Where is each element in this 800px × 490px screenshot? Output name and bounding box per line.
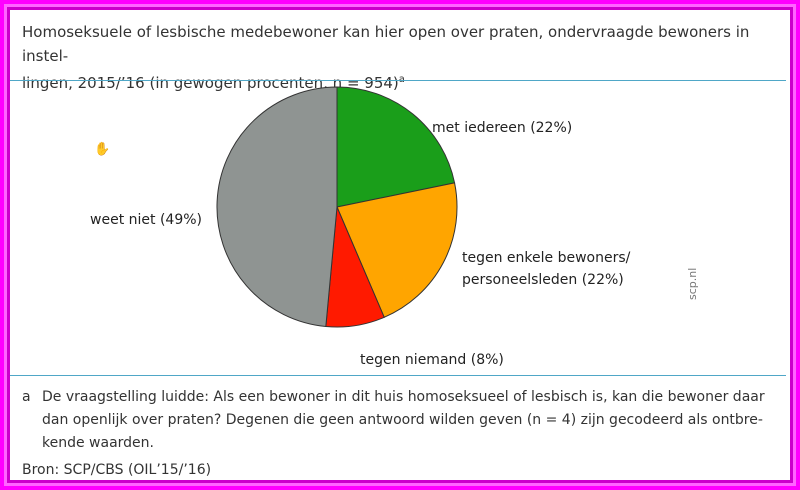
source-watermark: scp.nl xyxy=(686,267,699,300)
footnote-marker: a xyxy=(22,389,31,405)
figure-panel: Homoseksuele of lesbische medebewoner ka… xyxy=(10,10,786,476)
footnote-line-3: kende waarden. xyxy=(42,435,154,451)
pie-slice xyxy=(336,182,458,318)
slice-label: met iedereen (22%) xyxy=(432,120,572,136)
pie-slice xyxy=(336,86,456,208)
footnote-line-2: dan openlijk over praten? Degenen die ge… xyxy=(42,412,763,428)
slice-label: tegen enkele bewoners/personeelsleden (2… xyxy=(462,250,631,288)
title-line-1: Homoseksuele of lesbische medebewoner ka… xyxy=(22,23,750,65)
source-note: Bron: SCP/CBS (OIL’15/’16) xyxy=(22,462,212,476)
slice-label: tegen niemand (8%) xyxy=(360,352,504,368)
footnote-line-1: De vraagstelling luidde: Als een bewoner… xyxy=(42,389,765,405)
figure-title: Homoseksuele of lesbische medebewoner ka… xyxy=(22,20,762,95)
bottom-divider xyxy=(10,375,786,376)
pie-chart: met iedereen (22%) tegen enkele bewoners/… xyxy=(90,86,631,368)
title-footnote-marker: a xyxy=(399,74,405,85)
footnote: a De vraagstelling luidde: Als een bewon… xyxy=(22,386,772,455)
pie-slice xyxy=(216,86,338,328)
title-line-2: lingen, 2015/’16 (in gewogen procenten, … xyxy=(22,74,399,92)
slice-label: weet niet (49%) xyxy=(90,212,202,228)
top-divider xyxy=(10,80,786,81)
hand-pointer-icon: ✋ xyxy=(94,142,111,157)
